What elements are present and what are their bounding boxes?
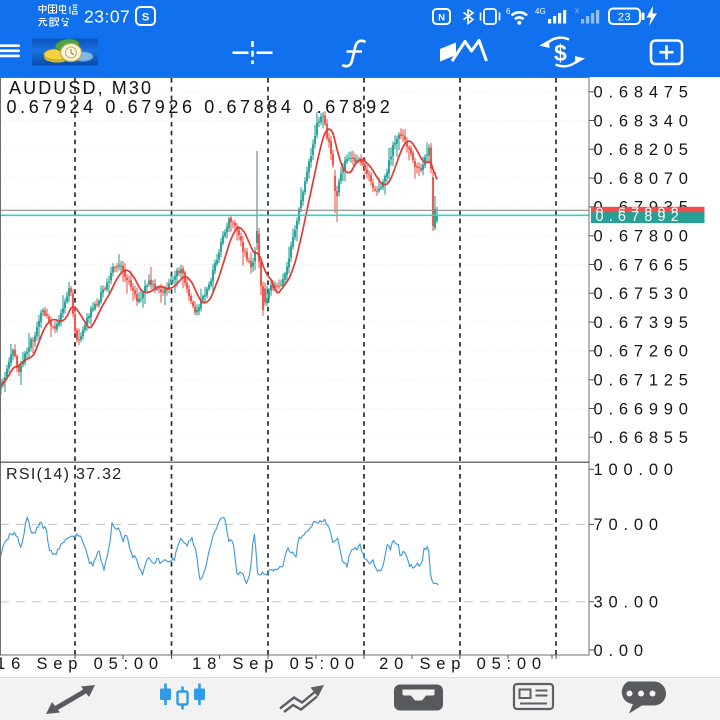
svg-text:30.00: 30.00 [594,594,664,612]
svg-text:0.66855: 0.66855 [594,429,694,447]
svg-text:0.68475: 0.68475 [594,84,694,102]
svg-text:20 Sep 05:00: 20 Sep 05:00 [379,655,547,673]
svg-text:0.67665: 0.67665 [594,256,694,274]
svg-text:16 Sep 05:00: 16 Sep 05:00 [0,655,164,673]
svg-text:0.68205: 0.68205 [594,141,694,159]
svg-text:0.67530: 0.67530 [594,285,694,303]
svg-text:6: 6 [506,7,511,16]
svg-text:0.68340: 0.68340 [594,112,694,130]
svg-text:AUDUSD, M30: AUDUSD, M30 [9,78,153,98]
svg-text:0.67800: 0.67800 [594,228,694,246]
svg-text:18 Sep 05:00: 18 Sep 05:00 [192,655,360,673]
svg-text:N: N [438,13,445,24]
svg-text:0.67924 0.67926 0.67884 0.6789: 0.67924 0.67926 0.67884 0.67892 [7,97,394,117]
svg-text:0.66990: 0.66990 [594,400,694,418]
svg-text:70.00: 70.00 [594,516,664,534]
svg-text:0.67395: 0.67395 [594,314,694,332]
svg-text:x: x [575,6,579,15]
svg-text:0.68070: 0.68070 [594,170,694,188]
svg-text:23:07: 23:07 [84,7,130,27]
svg-text:0.67260: 0.67260 [594,343,694,361]
svg-text:100.00: 100.00 [594,461,679,479]
svg-text:0.67125: 0.67125 [594,372,694,390]
svg-text:0.00: 0.00 [594,642,649,660]
svg-text:RSI(14) 37.32: RSI(14) 37.32 [6,466,123,483]
svg-text:S: S [142,12,149,24]
svg-text:23: 23 [618,12,631,24]
svg-text:4G: 4G [535,7,546,16]
svg-text:$: $ [554,40,567,66]
svg-text:0.67892: 0.67892 [596,209,684,225]
